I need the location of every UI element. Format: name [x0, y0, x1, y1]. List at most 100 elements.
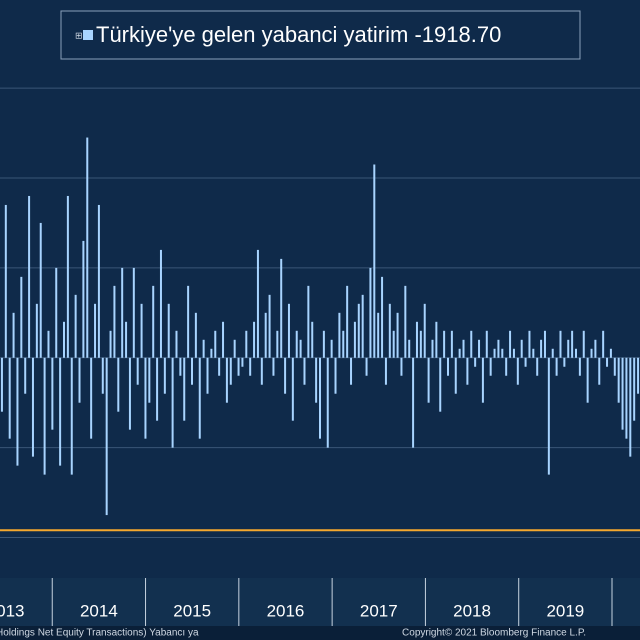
x-tick-label: 2016: [267, 601, 305, 620]
bar: [609, 348, 612, 358]
bar: [551, 348, 554, 358]
bar: [179, 357, 182, 376]
bar: [571, 330, 574, 358]
bar: [594, 339, 597, 358]
bar: [55, 267, 58, 358]
bar: [338, 312, 341, 358]
bar: [412, 357, 415, 448]
bar: [559, 330, 562, 358]
bar: [260, 357, 263, 385]
plot-background: [0, 0, 640, 578]
bar: [633, 357, 636, 421]
bar: [458, 348, 461, 358]
bar: [606, 357, 609, 367]
bar: [315, 357, 318, 403]
bar: [346, 285, 349, 358]
bar: [439, 357, 442, 412]
bar: [194, 312, 197, 358]
bar: [63, 321, 65, 358]
bar: [497, 339, 500, 358]
bar: [90, 357, 93, 439]
bar: [140, 303, 143, 358]
bar: [505, 357, 508, 376]
bar: [516, 357, 519, 385]
bar: [117, 357, 120, 412]
bar: [66, 195, 69, 358]
bar: [303, 357, 306, 385]
bar: [384, 357, 387, 385]
bar: [520, 339, 523, 358]
bar: [342, 330, 345, 358]
bar: [28, 195, 31, 358]
bar: [392, 330, 395, 358]
x-tick-label: 2018: [453, 601, 491, 620]
bar: [206, 357, 209, 394]
footer-copyright: Copyright© 2021 Bloomberg Finance L.P.: [402, 628, 586, 639]
bar: [39, 222, 42, 358]
bar: [264, 312, 267, 358]
bar: [582, 330, 585, 358]
bar: [253, 321, 256, 358]
bar: [613, 357, 616, 376]
bar: [24, 357, 27, 394]
bar: [272, 357, 275, 376]
bar: [78, 357, 81, 403]
bar: [528, 330, 531, 358]
x-tick-label: 2015: [173, 601, 211, 620]
bar: [478, 339, 481, 358]
bar: [408, 339, 411, 358]
bar: [125, 321, 128, 358]
bar: [307, 285, 310, 358]
bar: [287, 303, 290, 358]
bar: [198, 357, 201, 439]
x-tick-label: 2017: [360, 601, 398, 620]
bar: [512, 348, 515, 358]
bar: [276, 330, 279, 358]
bar: [299, 339, 302, 358]
bar: [156, 357, 159, 421]
bar: [415, 321, 418, 358]
bar: [43, 357, 46, 475]
bar: [598, 357, 601, 385]
legend-label: Türkiye'ye gelen yabanci yatirim -1918.7…: [96, 22, 501, 47]
bar: [470, 330, 473, 358]
bar: [509, 330, 512, 358]
bar: [586, 357, 589, 403]
bar: [97, 204, 100, 358]
legend-value: -1918.70: [414, 22, 501, 47]
bar: [132, 267, 135, 358]
bar: [268, 294, 271, 358]
bar: [625, 357, 628, 439]
bar: [443, 330, 446, 358]
bar: [86, 137, 89, 358]
bar: [241, 357, 244, 367]
bar: [295, 330, 298, 358]
bar: [377, 312, 380, 358]
bar: [113, 285, 116, 358]
bar: [105, 357, 108, 516]
bar: [136, 357, 139, 385]
bar: [361, 294, 364, 358]
bar: [431, 339, 434, 358]
bar: [249, 357, 252, 376]
bar: [245, 330, 248, 358]
bar: [20, 276, 23, 358]
bar: [435, 321, 438, 358]
bar: [0, 357, 3, 412]
bar: [567, 339, 570, 358]
bar: [462, 339, 465, 358]
bar: [466, 357, 469, 385]
bar: [334, 357, 337, 394]
bar: [427, 357, 430, 403]
x-tick-label: 2014: [80, 601, 118, 620]
bar: [629, 357, 632, 457]
bar: [233, 339, 236, 358]
bar: [70, 357, 73, 475]
bar: [175, 330, 178, 358]
bar: [353, 321, 356, 358]
footer-source: Holdings Net Equity Transactions) Yabanc…: [0, 628, 199, 639]
legend-box: [60, 10, 581, 60]
bar: [326, 357, 329, 448]
legend-toggle: ⊞: [75, 30, 83, 40]
